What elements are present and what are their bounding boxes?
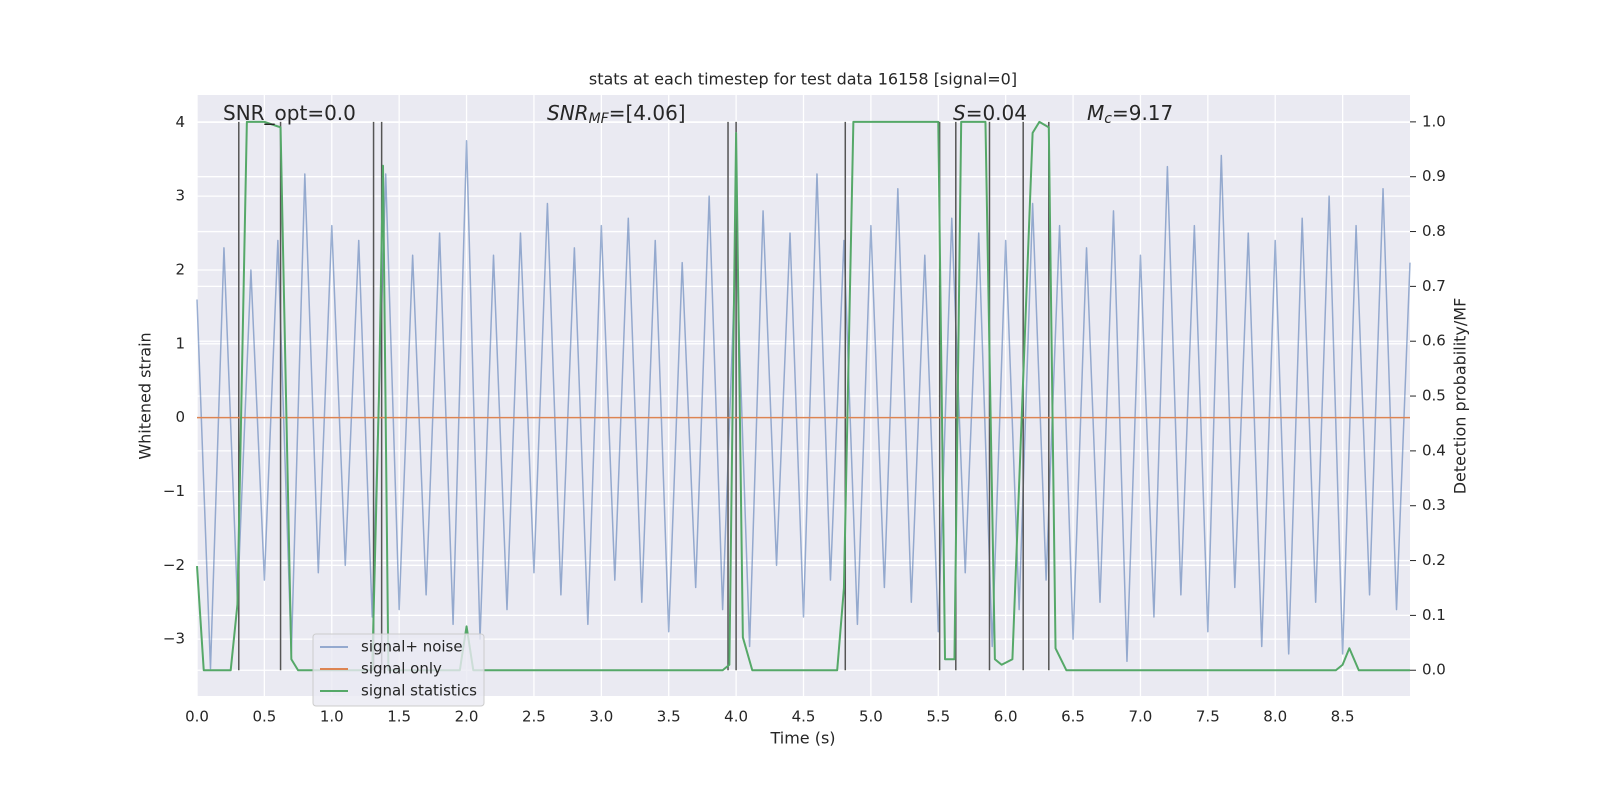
series-line	[196, 120, 1410, 672]
annotation: SNR_opt=0.0	[223, 101, 356, 125]
x-tick-label: 3.0	[589, 708, 613, 726]
y-tick-label: 3	[175, 187, 185, 205]
annotation: Mc=9.17	[1087, 101, 1173, 128]
x-tick-label: 0.5	[252, 708, 276, 726]
x-tick-label: 6.5	[1061, 708, 1085, 726]
y2-tick-label: 0.3	[1422, 496, 1446, 514]
legend-label: signal statistics	[361, 682, 477, 700]
y2-tick-label: 0.5	[1422, 387, 1446, 405]
x-tick-label: 0.0	[185, 708, 209, 726]
x-tick-label: 8.0	[1263, 708, 1287, 726]
y-axis-label: Whitened strain	[136, 332, 155, 459]
y2-tick-label: 0.0	[1422, 661, 1446, 679]
x-tick-label: 7.0	[1129, 708, 1153, 726]
annotation: SNRMF=[4.06]	[547, 101, 686, 128]
x-tick-label: 2.0	[455, 708, 479, 726]
x-tick-label: 5.5	[926, 708, 950, 726]
x-tick-label: 1.0	[320, 708, 344, 726]
legend-box	[312, 633, 485, 707]
annotation-part: S	[953, 101, 966, 125]
y2-tick-label: 1.0	[1422, 112, 1446, 130]
annotation-part: =9.17	[1112, 101, 1173, 125]
annotation-part: c	[1104, 111, 1112, 127]
y2-tick-label: 0.9	[1422, 167, 1446, 185]
y-tick-label: −2	[163, 556, 185, 574]
y2-tick-label: 0.7	[1422, 277, 1446, 295]
y-tick-label: 4	[175, 113, 185, 131]
annotation-part: =0.04	[966, 101, 1027, 125]
x-tick-label: 8.5	[1331, 708, 1355, 726]
y2-axis-label: Detection probability/MF	[1451, 298, 1470, 495]
y-tick-label: −3	[163, 630, 185, 648]
y2-tick-label: 0.4	[1422, 441, 1446, 459]
legend-label: signal only	[361, 660, 442, 678]
y-tick-label: 2	[175, 260, 185, 278]
annotation: S=0.04	[953, 101, 1027, 125]
annotation-part: SNR	[547, 101, 589, 125]
legend-label: signal+ noise	[361, 638, 463, 656]
annotation-part: SNR_opt=0.0	[223, 101, 356, 125]
y2-tick-label: 0.2	[1422, 551, 1446, 569]
y2-tick-label: 0.6	[1422, 332, 1446, 350]
x-tick-label: 6.0	[994, 708, 1018, 726]
x-tick-label: 4.5	[792, 708, 816, 726]
y2-tick-label: 0.8	[1422, 222, 1446, 240]
x-tick-label: 2.5	[522, 708, 546, 726]
annotation-part: M	[1087, 101, 1104, 125]
series-line	[196, 140, 1411, 670]
x-tick-label: 5.0	[859, 708, 883, 726]
annotation-part: =[4.06]	[609, 101, 686, 125]
x-axis-label: Time (s)	[769, 729, 835, 748]
y-tick-label: 0	[175, 408, 185, 426]
x-tick-label: 7.5	[1196, 708, 1220, 726]
chart-title: stats at each timestep for test data 161…	[589, 70, 1017, 89]
y-tick-label: 1	[175, 334, 185, 352]
annotation-part: MF	[589, 111, 610, 127]
x-tick-label: 1.5	[387, 708, 411, 726]
x-tick-label: 4.0	[724, 708, 748, 726]
x-tick-label: 3.5	[657, 708, 681, 726]
y-tick-label: −1	[163, 482, 185, 500]
y2-tick-label: 0.1	[1422, 606, 1446, 624]
